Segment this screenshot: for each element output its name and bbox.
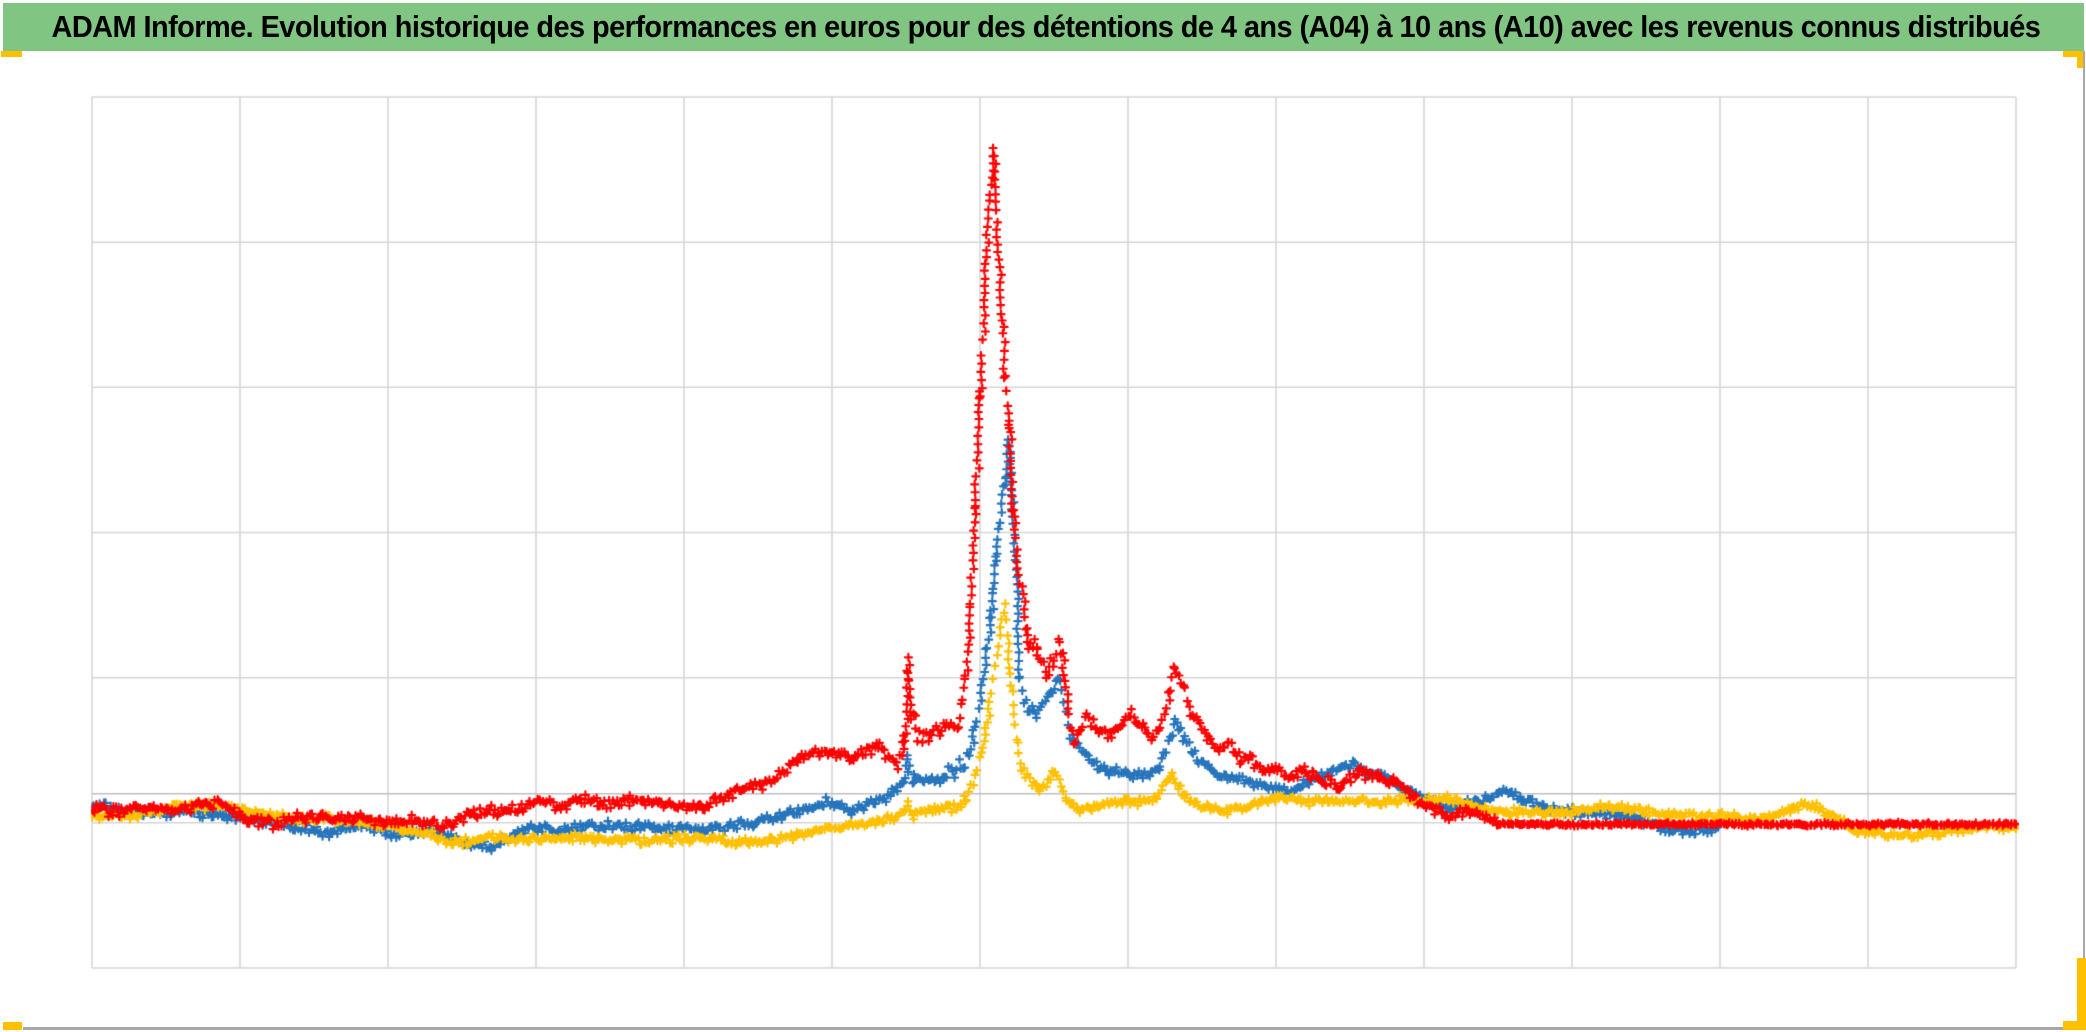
page-title: ADAM Informe. Evolution historique des p… xyxy=(51,9,2041,44)
page-border-bottom xyxy=(23,1027,2086,1030)
gold-accent-top-right-horizontal xyxy=(2063,51,2084,57)
gold-accent-bottom-left xyxy=(3,1022,22,1030)
page-border-right xyxy=(2083,51,2085,1028)
gold-accent-bottom-right-vertical xyxy=(2077,958,2086,1030)
gold-accent-top-right-vertical xyxy=(2077,51,2084,68)
gold-accent-bottom-right-horizontal xyxy=(2063,1021,2086,1030)
gold-accent-top-left xyxy=(1,51,22,57)
title-bar: ADAM Informe. Evolution historique des p… xyxy=(3,3,2084,51)
